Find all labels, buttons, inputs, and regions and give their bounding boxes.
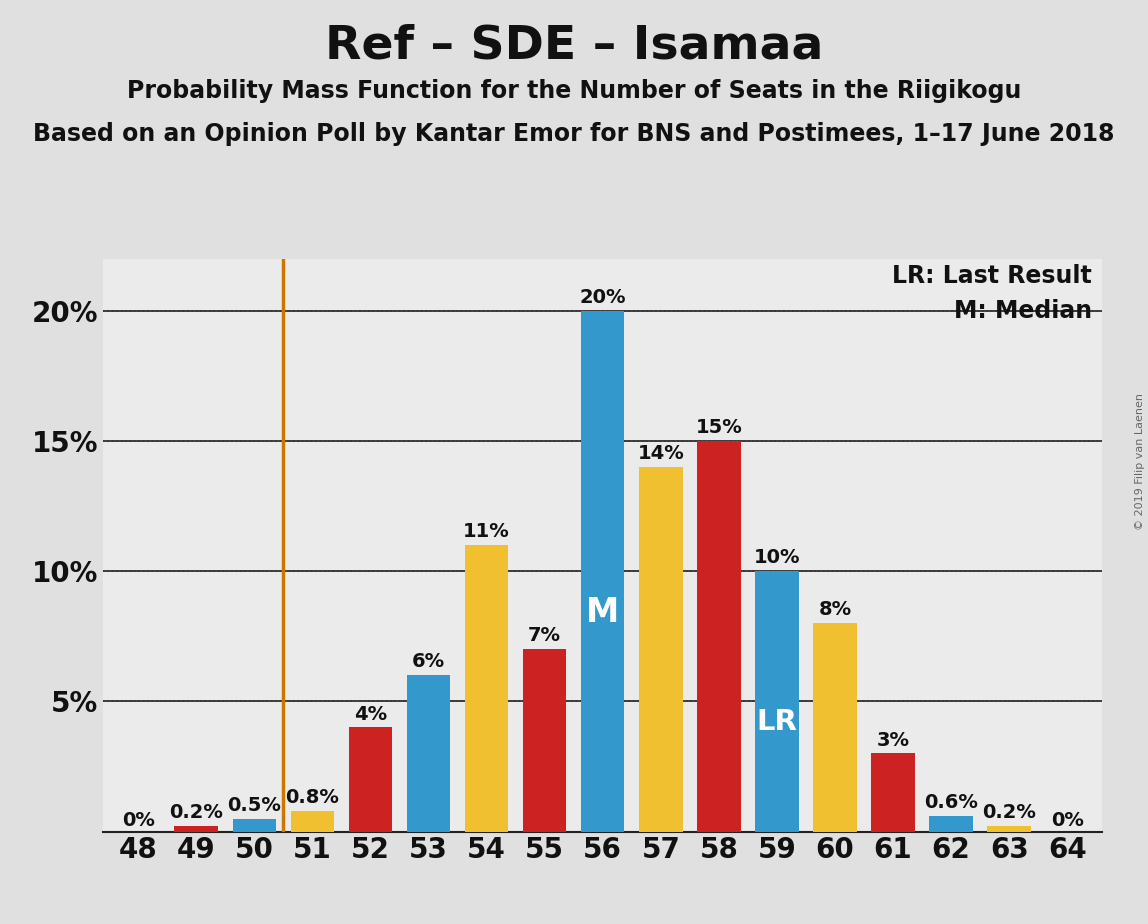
Text: 6%: 6% bbox=[412, 652, 445, 672]
Bar bbox=[522, 650, 566, 832]
Bar bbox=[290, 810, 334, 832]
Text: Probability Mass Function for the Number of Seats in the Riigikogu: Probability Mass Function for the Number… bbox=[126, 79, 1022, 103]
Bar bbox=[987, 826, 1031, 832]
Text: 0.5%: 0.5% bbox=[227, 796, 281, 815]
Bar bbox=[465, 545, 509, 832]
Bar bbox=[406, 675, 450, 832]
Bar bbox=[930, 816, 972, 832]
Bar bbox=[871, 753, 915, 832]
Bar bbox=[349, 727, 393, 832]
Bar bbox=[813, 624, 856, 832]
Text: 7%: 7% bbox=[528, 626, 561, 645]
Bar bbox=[697, 441, 740, 832]
Text: 8%: 8% bbox=[819, 601, 852, 619]
Text: 10%: 10% bbox=[753, 548, 800, 567]
Text: 0.2%: 0.2% bbox=[983, 804, 1037, 822]
Text: LR: Last Result: LR: Last Result bbox=[892, 264, 1092, 288]
Text: 0%: 0% bbox=[1050, 810, 1084, 830]
Text: M: M bbox=[587, 596, 619, 629]
Text: 4%: 4% bbox=[354, 704, 387, 723]
Bar bbox=[639, 467, 683, 832]
Text: 11%: 11% bbox=[463, 522, 510, 541]
Text: 0%: 0% bbox=[122, 810, 155, 830]
Text: Based on an Opinion Poll by Kantar Emor for BNS and Postimees, 1–17 June 2018: Based on an Opinion Poll by Kantar Emor … bbox=[33, 122, 1115, 146]
Text: Ref – SDE – Isamaa: Ref – SDE – Isamaa bbox=[325, 23, 823, 68]
Text: 20%: 20% bbox=[580, 288, 626, 307]
Text: LR: LR bbox=[757, 708, 798, 736]
Bar bbox=[233, 819, 276, 832]
Text: M: Median: M: Median bbox=[954, 298, 1092, 322]
Text: 3%: 3% bbox=[877, 731, 909, 749]
Text: 0.8%: 0.8% bbox=[286, 788, 340, 807]
Text: 0.2%: 0.2% bbox=[169, 804, 223, 822]
Bar bbox=[581, 310, 625, 832]
Text: 15%: 15% bbox=[696, 418, 743, 437]
Bar bbox=[174, 826, 218, 832]
Text: 14%: 14% bbox=[637, 444, 684, 463]
Bar bbox=[755, 571, 799, 832]
Text: 0.6%: 0.6% bbox=[924, 793, 978, 812]
Text: © 2019 Filip van Laenen: © 2019 Filip van Laenen bbox=[1135, 394, 1145, 530]
